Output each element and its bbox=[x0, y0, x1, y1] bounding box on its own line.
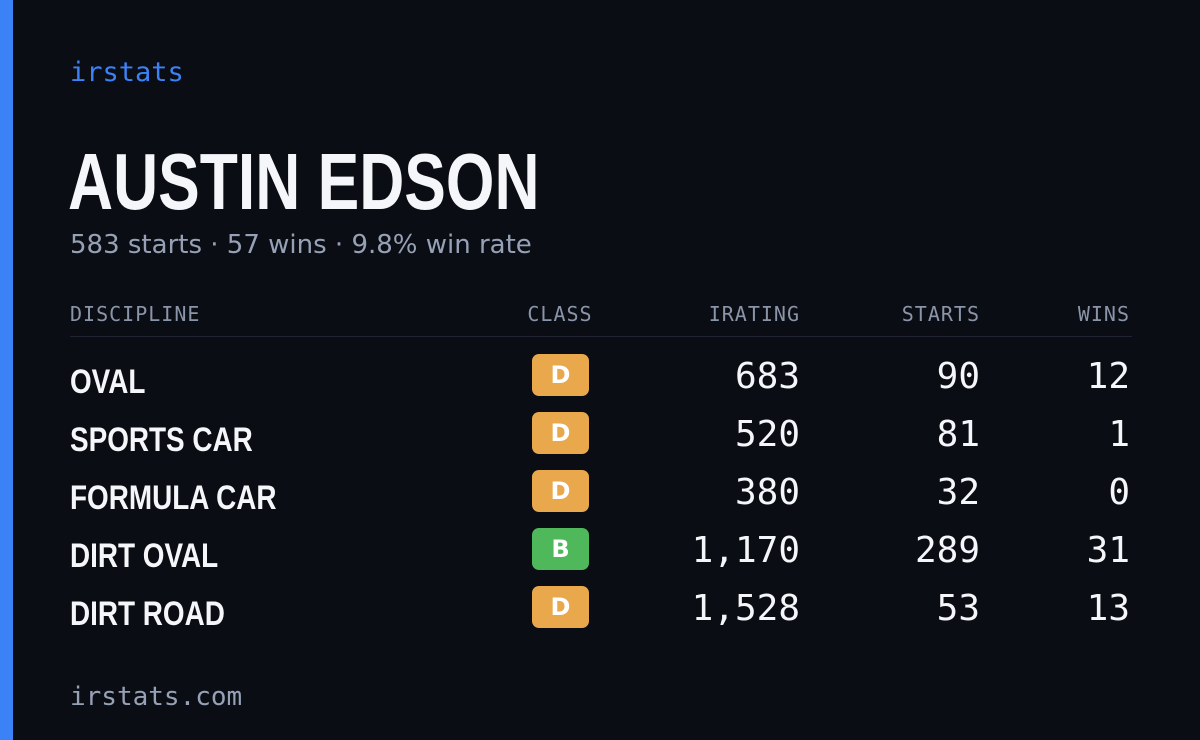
irating-value: 683 bbox=[734, 356, 800, 397]
table-row: FORMULA CAR D 380 32 0 bbox=[0, 470, 1200, 528]
table-row: DIRT OVAL B 1,170 289 31 bbox=[0, 528, 1200, 586]
wins-value: 13 bbox=[1086, 588, 1130, 629]
starts-value: 32 bbox=[936, 472, 980, 513]
starts-value: 53 bbox=[936, 588, 980, 629]
table-row: OVAL D 683 90 12 bbox=[0, 354, 1200, 412]
class-badge: B bbox=[532, 528, 589, 570]
header-starts: STARTS bbox=[901, 302, 980, 326]
wins-value: 31 bbox=[1086, 530, 1130, 571]
class-badge: D bbox=[532, 412, 589, 454]
driver-name: AUSTIN EDSON bbox=[68, 137, 540, 226]
header-irating: IRATING bbox=[708, 302, 800, 326]
header-wins: WINS bbox=[1077, 302, 1130, 326]
wins-value: 12 bbox=[1086, 356, 1130, 397]
irating-value: 520 bbox=[734, 414, 800, 455]
discipline-name: FORMULA CAR bbox=[70, 479, 277, 517]
starts-value: 81 bbox=[936, 414, 980, 455]
irating-value: 1,170 bbox=[691, 530, 800, 571]
accent-bar bbox=[0, 0, 13, 740]
irating-value: 1,528 bbox=[691, 588, 800, 629]
starts-value: 90 bbox=[936, 356, 980, 397]
footer-url: irstats.com bbox=[70, 682, 243, 712]
wins-value: 1 bbox=[1108, 414, 1130, 455]
header-divider bbox=[70, 336, 1132, 337]
header-discipline: DISCIPLINE bbox=[70, 302, 201, 326]
header-class: CLASS bbox=[527, 302, 593, 326]
wins-value: 0 bbox=[1108, 472, 1130, 513]
irating-value: 380 bbox=[734, 472, 800, 513]
driver-summary: 583 starts · 57 wins · 9.8% win rate bbox=[70, 230, 532, 260]
starts-value: 289 bbox=[914, 530, 980, 571]
discipline-name: DIRT ROAD bbox=[70, 595, 225, 633]
discipline-name: OVAL bbox=[70, 363, 146, 401]
discipline-name: DIRT OVAL bbox=[70, 537, 219, 575]
discipline-name: SPORTS CAR bbox=[70, 421, 253, 459]
brand-logo-text: irstats bbox=[70, 57, 184, 88]
class-badge: D bbox=[532, 586, 589, 628]
class-badge: D bbox=[532, 354, 589, 396]
class-badge: D bbox=[532, 470, 589, 512]
table-row: SPORTS CAR D 520 81 1 bbox=[0, 412, 1200, 470]
table-row: DIRT ROAD D 1,528 53 13 bbox=[0, 586, 1200, 644]
